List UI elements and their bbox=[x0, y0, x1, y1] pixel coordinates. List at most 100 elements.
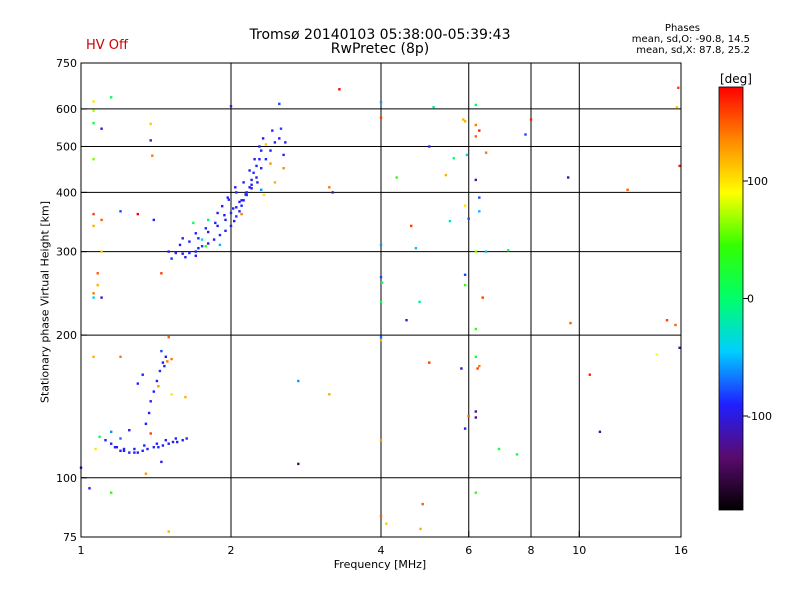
data-point bbox=[235, 206, 238, 209]
colorbar-ticks: 100 0 -100 bbox=[743, 175, 772, 423]
data-point bbox=[214, 221, 217, 225]
data-point bbox=[258, 158, 261, 161]
data-point bbox=[264, 158, 268, 161]
data-point bbox=[379, 243, 383, 247]
data-point bbox=[385, 522, 388, 525]
data-point bbox=[238, 210, 241, 213]
data-point bbox=[484, 250, 488, 253]
data-point bbox=[100, 296, 103, 299]
data-point bbox=[92, 224, 95, 228]
data-point bbox=[200, 238, 204, 241]
data-point bbox=[244, 193, 247, 196]
data-point bbox=[463, 283, 467, 287]
x-tick-label: 8 bbox=[528, 544, 535, 557]
data-point bbox=[405, 319, 408, 322]
phases-x-mode: mean, sd,X: 87.8, 25.2 bbox=[636, 45, 750, 56]
data-point bbox=[155, 442, 159, 445]
x-tick-label: 16 bbox=[674, 544, 688, 557]
data-point bbox=[110, 491, 113, 494]
data-point bbox=[185, 437, 188, 440]
data-point bbox=[181, 237, 184, 240]
phases-title: Phases bbox=[664, 23, 700, 34]
data-point bbox=[463, 427, 467, 430]
data-point bbox=[178, 243, 182, 247]
data-point bbox=[284, 141, 287, 144]
data-point bbox=[119, 437, 122, 440]
data-point bbox=[170, 393, 173, 396]
data-point bbox=[207, 218, 210, 222]
data-point bbox=[677, 86, 680, 89]
phases-o-mode: mean, sd,O: -90.8, 14.5 bbox=[631, 34, 750, 45]
data-point bbox=[297, 379, 300, 383]
data-point bbox=[152, 446, 155, 449]
data-point bbox=[452, 157, 455, 160]
data-point bbox=[141, 373, 144, 376]
data-point bbox=[463, 273, 467, 276]
data-point bbox=[167, 250, 170, 253]
data-point bbox=[229, 105, 233, 108]
data-point bbox=[92, 158, 95, 161]
y-tick-label: 600 bbox=[56, 103, 77, 116]
data-point bbox=[92, 212, 95, 216]
data-point bbox=[474, 250, 477, 253]
data-point bbox=[212, 238, 216, 241]
grid-lines bbox=[81, 63, 681, 537]
data-point bbox=[100, 127, 103, 130]
data-point bbox=[160, 460, 163, 464]
data-point bbox=[474, 416, 477, 419]
data-point bbox=[474, 327, 477, 331]
chart-subtitle: RwPretec (8p) bbox=[330, 41, 430, 57]
data-point bbox=[128, 451, 131, 454]
data-point bbox=[207, 242, 210, 245]
colorbar-unit: [deg] bbox=[720, 72, 752, 86]
data-point bbox=[260, 188, 263, 191]
data-point bbox=[678, 164, 681, 168]
data-point bbox=[379, 300, 383, 304]
data-point bbox=[207, 230, 210, 234]
data-point bbox=[331, 191, 334, 194]
data-point bbox=[110, 442, 113, 445]
data-point bbox=[253, 158, 256, 161]
data-point bbox=[110, 96, 113, 99]
data-point bbox=[260, 149, 263, 152]
data-point bbox=[250, 178, 253, 182]
data-point bbox=[414, 247, 418, 250]
data-point bbox=[92, 355, 95, 358]
data-point bbox=[252, 171, 255, 174]
data-point bbox=[136, 451, 139, 454]
data-point bbox=[194, 250, 197, 253]
data-point bbox=[250, 183, 253, 186]
y-tick-label: 75 bbox=[63, 531, 77, 544]
data-point bbox=[188, 251, 191, 255]
data-point bbox=[474, 491, 477, 494]
data-point bbox=[242, 181, 245, 184]
data-point bbox=[197, 247, 200, 250]
data-point bbox=[248, 186, 251, 189]
data-point bbox=[218, 243, 222, 247]
data-point bbox=[478, 364, 481, 368]
data-point bbox=[297, 462, 300, 466]
data-point bbox=[282, 153, 285, 157]
y-tick-label: 400 bbox=[56, 186, 77, 199]
data-point bbox=[192, 221, 195, 225]
data-point bbox=[674, 323, 677, 327]
data-point bbox=[269, 162, 272, 165]
data-point bbox=[379, 116, 383, 119]
data-point bbox=[478, 129, 481, 132]
data-point bbox=[157, 385, 160, 388]
data-point bbox=[569, 321, 572, 325]
data-point bbox=[200, 245, 204, 248]
y-tick-label: 200 bbox=[56, 329, 77, 342]
data-point bbox=[497, 447, 501, 451]
data-point bbox=[233, 219, 236, 223]
data-point bbox=[232, 207, 235, 210]
data-point bbox=[133, 451, 136, 454]
data-point bbox=[626, 188, 629, 191]
data-point bbox=[157, 446, 160, 449]
data-point bbox=[174, 251, 177, 255]
data-point bbox=[100, 218, 103, 222]
data-point bbox=[92, 292, 95, 295]
data-point bbox=[167, 442, 170, 445]
data-point bbox=[160, 349, 163, 353]
